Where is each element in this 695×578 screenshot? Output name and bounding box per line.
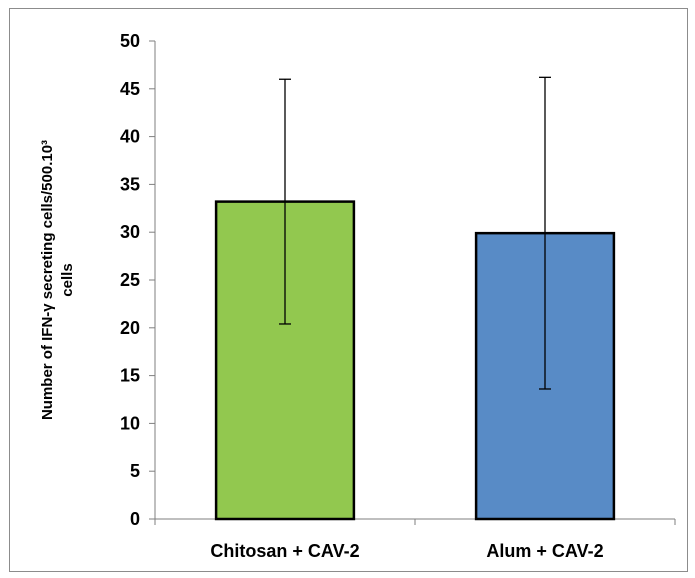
bars	[214, 200, 616, 521]
y-tick-label: 10	[120, 413, 140, 433]
y-axis-title-line-1: Number of IFN-γ secreting cells/500.10³	[39, 140, 56, 420]
x-tick-labels: Chitosan + CAV-2 Alum + CAV-2	[210, 541, 603, 561]
error-bars	[279, 76, 551, 390]
y-axis-title-line-2: cells	[59, 263, 76, 296]
y-tick-label: 50	[120, 31, 140, 51]
y-axis: 0 5 10 15 20 25 30 35 40 45 50	[120, 31, 156, 529]
y-axis-title: Number of IFN-γ secreting cells/500.10³ …	[39, 140, 76, 420]
y-tick-label: 20	[120, 318, 140, 338]
y-tick-label: 30	[120, 222, 140, 242]
y-tick-label: 15	[120, 366, 140, 386]
error-bar-1	[539, 76, 551, 390]
error-bar-0	[279, 78, 291, 325]
y-tick-label: 25	[120, 270, 140, 290]
y-tick-label: 40	[120, 127, 140, 147]
y-tick-label: 35	[120, 174, 140, 194]
x-tick-label-1: Alum + CAV-2	[486, 541, 603, 561]
y-tick-label: 0	[130, 509, 140, 529]
y-tick-label: 45	[120, 79, 140, 99]
x-tick-label-0: Chitosan + CAV-2	[210, 541, 359, 561]
y-tick-label: 5	[130, 461, 140, 481]
